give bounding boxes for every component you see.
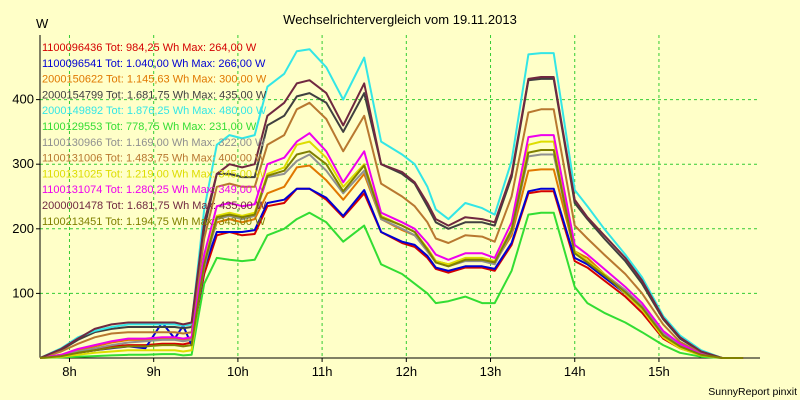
x-tick-label: 14h: [564, 364, 586, 379]
legend-entry-5: 2000149892 Tot: 1.876,25 Wh Max: 480,00 …: [42, 105, 267, 117]
y-tick-label: 300: [12, 156, 34, 171]
x-tick-label: 8h: [62, 364, 76, 379]
series-line-11: [39, 76, 744, 359]
legend: 1100096436 Tot: 984,25 Wh Max: 264,00 W 1…: [42, 42, 267, 228]
plot-frame: [39, 35, 760, 359]
series-lines: [39, 48, 744, 359]
legend-entry-7: 1100130966 Tot: 1.169,00 Wh Max: 322,00 …: [42, 137, 266, 149]
legend-entry-6: 1100129553 Tot: 778,75 Wh Max: 231,00 W: [42, 121, 257, 133]
tick-labels: 8h 9h 10h 11h 12h 13h 14h 15h 100 200 300 400: [12, 92, 670, 379]
chart-title: Wechselrichtervergleich vom 19.11.2013: [283, 12, 517, 27]
y-tick-label: 100: [12, 285, 34, 300]
footer-credit: SunnyReport pinxit: [708, 386, 797, 398]
x-tick-label: 13h: [480, 364, 502, 379]
series-line-2: [39, 187, 744, 359]
legend-entry-4: 2000154799 Tot: 1.681,75 Wh Max: 435,00 …: [42, 89, 267, 101]
x-tick-label: 15h: [648, 364, 670, 379]
x-tick-label: 11h: [312, 364, 333, 379]
legend-entry-10: 1100131074 Tot: 1.280,25 Wh Max: 349,00 …: [42, 184, 266, 196]
y-axis-unit-label: W: [36, 16, 49, 31]
x-tick-label: 10h: [227, 364, 249, 379]
x-tick-label: 12h: [395, 364, 417, 379]
series-line-10: [39, 132, 744, 359]
grid-lines: [40, 35, 760, 358]
legend-entry-8: 1100131006 Tot: 1.483,75 Wh Max: 400,00 …: [42, 153, 266, 165]
legend-entry-1: 1100096436 Tot: 984,25 Wh Max: 264,00 W: [42, 42, 257, 54]
series-line-5: [39, 48, 744, 359]
y-tick-label: 400: [12, 92, 34, 107]
y-tick-label: 200: [12, 221, 34, 236]
legend-entry-3: 2000150622 Tot: 1.145,63 Wh Max: 300,00 …: [42, 74, 267, 86]
x-tick-label: 9h: [146, 364, 160, 379]
legend-entry-11: 2000001478 Tot: 1.681,75 Wh Max: 435,00 …: [42, 200, 267, 212]
legend-entry-12: 1100213451 Tot: 1.194,75 Wh Max: 343,00 …: [42, 216, 266, 228]
series-line-8: [39, 101, 744, 359]
legend-entry-2: 1100096541 Tot: 1.040,00 Wh Max: 266,00 …: [42, 58, 266, 70]
series-line-12: [39, 149, 744, 359]
series-line-6: [39, 211, 744, 359]
legend-entry-9: 1100131025 Tot: 1.219,00 Wh Max: 345,00 …: [42, 168, 266, 180]
